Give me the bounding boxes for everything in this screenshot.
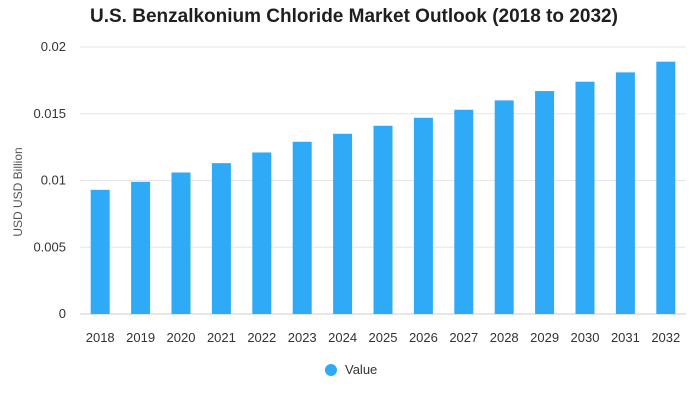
x-tick-label: 2021	[207, 330, 236, 345]
bar-2022[interactable]	[252, 152, 272, 314]
x-tick-label: 2018	[86, 330, 115, 345]
x-tick-label: 2026	[409, 330, 438, 345]
bar-2025[interactable]	[373, 125, 393, 314]
chart-title: U.S. Benzalkonium Chloride Market Outloo…	[90, 6, 618, 27]
bar-2019[interactable]	[131, 181, 151, 314]
x-tick-label: 2029	[530, 330, 559, 345]
legend-marker	[325, 363, 337, 376]
y-axis-label: USD USD Billion	[11, 147, 25, 236]
y-tick-label: 0	[59, 306, 66, 321]
x-tick-label: 2028	[490, 330, 519, 345]
y-tick-label: 0.005	[33, 239, 66, 254]
bar-2024[interactable]	[333, 133, 353, 314]
x-tick-label: 2025	[369, 330, 398, 345]
y-tick-label: 0.01	[41, 173, 66, 188]
x-tick-label: 2020	[167, 330, 196, 345]
x-tick-label: 2022	[247, 330, 276, 345]
x-tick-label: 2024	[328, 330, 357, 345]
bar-2030[interactable]	[575, 81, 595, 315]
bar-2031[interactable]	[615, 72, 635, 315]
y-tick-label: 0.02	[41, 39, 66, 54]
legend-label: Value	[345, 362, 378, 377]
y-tick-labels: 0 0.005 0.01 0.015 0.02	[33, 39, 66, 321]
legend[interactable]: Value	[325, 362, 377, 377]
bar-2028[interactable]	[494, 100, 514, 315]
bar-2032[interactable]	[656, 61, 676, 315]
x-tick-labels: 2018 2019 2020 2021 2022 2023 2024 2025 2026 2027…	[86, 330, 681, 345]
bar-2018[interactable]	[90, 189, 110, 314]
x-tick-label: 2032	[651, 330, 680, 345]
x-tick-label: 2019	[126, 330, 155, 345]
bar-2026[interactable]	[413, 117, 433, 314]
bar-2020[interactable]	[171, 172, 191, 314]
bar-2023[interactable]	[292, 141, 312, 314]
x-tick-label: 2031	[611, 330, 640, 345]
x-tick-label: 2030	[571, 330, 600, 345]
bar-2021[interactable]	[211, 163, 231, 314]
bar-2027[interactable]	[454, 109, 474, 315]
y-tick-label: 0.015	[33, 106, 66, 121]
bar-2029[interactable]	[535, 91, 555, 315]
x-tick-label: 2027	[449, 330, 478, 345]
bars	[90, 61, 676, 315]
x-tick-label: 2023	[288, 330, 317, 345]
